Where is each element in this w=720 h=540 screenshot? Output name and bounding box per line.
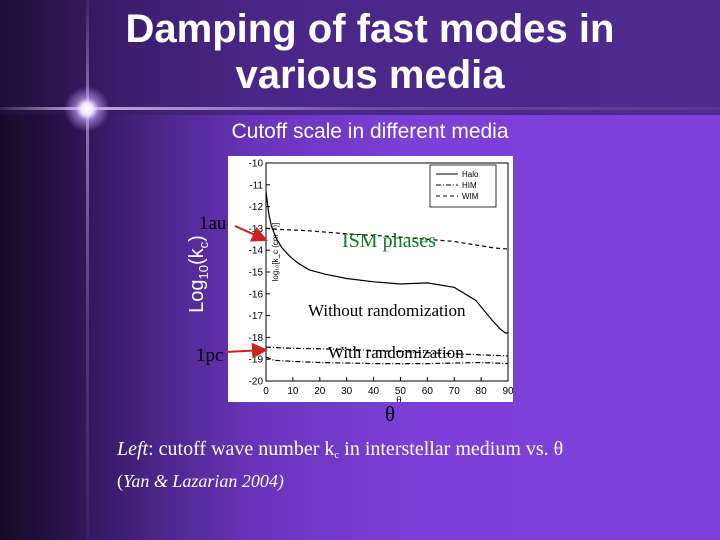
y-tick-label: -20 [249, 377, 264, 388]
title-band [0, 0, 720, 115]
legend-label: WIM [462, 192, 479, 201]
x-tick-label: 60 [422, 386, 434, 397]
title-line-1: Damping of fast modes in [125, 7, 615, 51]
sparkle-icon [64, 86, 110, 132]
x-tick-label: 70 [449, 386, 461, 397]
annotation-ism-phases: ISM phases [342, 230, 436, 252]
citation-paren: ( [117, 471, 123, 491]
series-line-wim [265, 227, 509, 250]
chart-figure: 0 10 20 30 40 50 60 70 80 90 -10 -11 -12 -13 -14 -15 -16… [228, 156, 513, 402]
x-tick-label: 10 [287, 386, 299, 397]
chart-svg: 0 10 20 30 40 50 60 70 80 90-10-11-12-13-14-15-16… [249, 159, 513, 403]
series-line-extra [265, 346, 509, 357]
y-tick-label: -14 [249, 246, 264, 257]
x-tick-label: 80 [476, 386, 488, 397]
label-1au: 1au [199, 213, 227, 234]
y-tick-label: -10 [249, 159, 264, 170]
legend-label: HIM [462, 181, 477, 190]
y-tick-label: -18 [249, 333, 264, 344]
slide-title: Damping of fast modes in various media [90, 6, 650, 98]
annotation-without-randomization: Without randomization [308, 301, 466, 320]
series-line-halo [265, 191, 508, 334]
citation-text: Yan & Lazarian 2004) [123, 471, 284, 491]
y-tick-label: -11 [249, 180, 263, 191]
x-tick-label: 0 [263, 386, 269, 397]
caption-left: Left [117, 438, 149, 460]
legend-box [429, 164, 497, 208]
legend-label: Halo [462, 170, 479, 179]
series-line-him [265, 356, 509, 365]
title-line-2: various media [235, 53, 505, 97]
decorative-horizontal-line [0, 107, 720, 110]
arrow-1pc [224, 342, 268, 359]
arrow-1au [234, 225, 268, 242]
y-tick-label: -16 [249, 289, 264, 300]
caption-text: : cutoff wave number k [148, 438, 335, 460]
decorative-vertical-line [86, 0, 89, 540]
caption-rest: in interstellar medium vs. θ [339, 438, 564, 460]
x-tick-label: 30 [341, 386, 353, 397]
caption-sub: c [334, 449, 340, 461]
x-tick-label: 40 [368, 386, 380, 397]
y-tick-label: -19 [249, 355, 264, 366]
x-tick-label: 90 [502, 386, 513, 397]
y-tick-label: -17 [249, 311, 264, 322]
x-tick-label: 20 [314, 386, 326, 397]
label-1pc: 1pc [196, 345, 224, 366]
y-tick-label: -12 [249, 202, 264, 213]
y-tick-label: -15 [249, 268, 264, 279]
x-tick-label: 50 [395, 386, 407, 397]
slide-subtitle: Cutoff scale in different media [231, 120, 509, 143]
x-axis-outer-label: θ [385, 402, 396, 426]
caption: Left: cutoff wave number kc in interstel… [117, 438, 563, 461]
x-axis-label: θ [396, 396, 401, 402]
citation: (Yan & Lazarian 2004) [117, 471, 284, 492]
annotation-with-randomization: With randomization [328, 343, 464, 362]
y-axis-label: log₁₀[k_c (cm⁻¹)] [271, 223, 280, 282]
